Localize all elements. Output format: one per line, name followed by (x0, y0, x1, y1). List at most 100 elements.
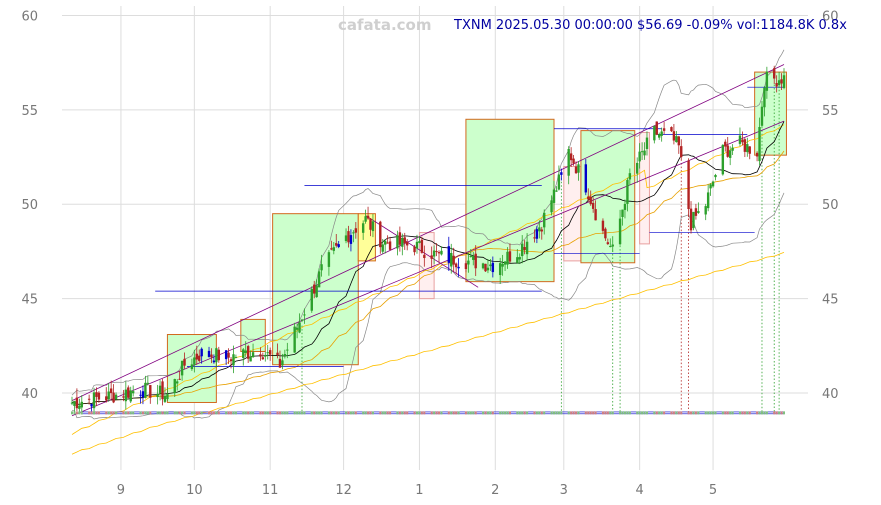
candle-body (454, 263, 458, 268)
volume-tick (523, 411, 526, 415)
volume-tick (139, 411, 142, 415)
volume-tick (450, 411, 453, 415)
candle-body (109, 388, 113, 394)
volume-tick (773, 411, 776, 415)
volume-tick (315, 411, 318, 415)
candle-body (244, 350, 247, 354)
candle-body (283, 354, 287, 357)
candle-body (689, 208, 693, 231)
candle-body (286, 349, 289, 351)
candle-body (721, 144, 725, 175)
volume-tick (420, 411, 423, 415)
candle-body (655, 121, 658, 135)
volume-tick (780, 411, 783, 415)
ma-50 (71, 150, 785, 405)
volume-tick (330, 411, 333, 415)
y-tick-label-right: 55 (822, 104, 839, 119)
volume-tick (738, 411, 741, 415)
volume-tick (93, 411, 96, 415)
y-tick-label-right: 45 (822, 293, 839, 308)
candle-body (464, 263, 468, 270)
candle-body (538, 227, 541, 232)
candle-body (166, 394, 169, 400)
volume-tick (486, 411, 489, 415)
candle-body (489, 264, 492, 267)
candle-body (533, 237, 536, 239)
candle-body (227, 352, 230, 358)
candle-body (601, 220, 605, 231)
candle-body (234, 357, 238, 359)
volume-tick (296, 411, 299, 415)
volume-tick (124, 411, 127, 415)
volume-tick (212, 411, 215, 415)
volume-tick (623, 411, 626, 415)
candle-body (246, 346, 250, 359)
candle-body (440, 250, 443, 255)
candle-body (486, 267, 490, 271)
candle-body (569, 153, 573, 161)
candle-body (420, 239, 424, 253)
candle-body (124, 389, 128, 402)
candle-body (584, 164, 588, 193)
volume-tick (337, 411, 340, 415)
candle-body (577, 164, 580, 173)
candle-body (557, 174, 561, 190)
volume-tick (712, 411, 715, 415)
candle-body (643, 150, 646, 156)
candle-body (638, 151, 641, 162)
candle-body (704, 206, 707, 215)
volume-tick (80, 411, 83, 415)
candle-body (777, 80, 781, 86)
volume-tick (447, 411, 450, 415)
candle-body (628, 173, 632, 180)
volume-tick (276, 411, 279, 415)
candle-body (200, 348, 203, 357)
volume-tick (704, 411, 707, 415)
candle-body (317, 271, 321, 288)
candle-body (535, 229, 539, 239)
volume-strip (71, 411, 785, 415)
volume-tick (692, 411, 695, 415)
candle-body (173, 379, 176, 394)
candle-body (144, 382, 147, 398)
volume-tick (760, 411, 763, 415)
volume-tick (670, 411, 673, 415)
volume-tick (141, 411, 144, 415)
volume-tick (418, 411, 421, 415)
candle-body (418, 241, 421, 243)
candle-body (90, 403, 93, 407)
volume-tick (244, 411, 247, 415)
volume-tick (406, 411, 409, 415)
candle-body (361, 223, 365, 233)
volume-tick (163, 411, 166, 415)
candle-body (604, 228, 607, 239)
candle-body (724, 141, 727, 147)
volume-tick (345, 411, 348, 415)
volume-tick (249, 411, 252, 415)
candle-body (611, 244, 614, 247)
volume-tick (609, 411, 612, 415)
volume-tick (264, 411, 267, 415)
y-tick-label-right: 50 (822, 198, 839, 213)
volume-tick (266, 411, 269, 415)
volume-tick (721, 411, 724, 415)
candle-body (268, 350, 272, 355)
candle-body (670, 127, 673, 132)
volume-tick (389, 411, 392, 415)
volume-tick (75, 411, 78, 415)
candle-body (295, 327, 299, 330)
y-tick-label-right: 60 (822, 9, 839, 24)
volume-tick (775, 411, 778, 415)
volume-tick (215, 411, 218, 415)
candle-body (765, 71, 769, 91)
candle-body (658, 134, 661, 138)
volume-tick (110, 411, 113, 415)
volume-tick (626, 411, 629, 415)
candle-body (763, 87, 766, 108)
candle-body (210, 354, 213, 358)
volume-tick (313, 411, 316, 415)
candle-body (87, 398, 91, 400)
candle-body (452, 255, 455, 265)
candle-body (249, 356, 252, 362)
candle-body (383, 240, 387, 245)
